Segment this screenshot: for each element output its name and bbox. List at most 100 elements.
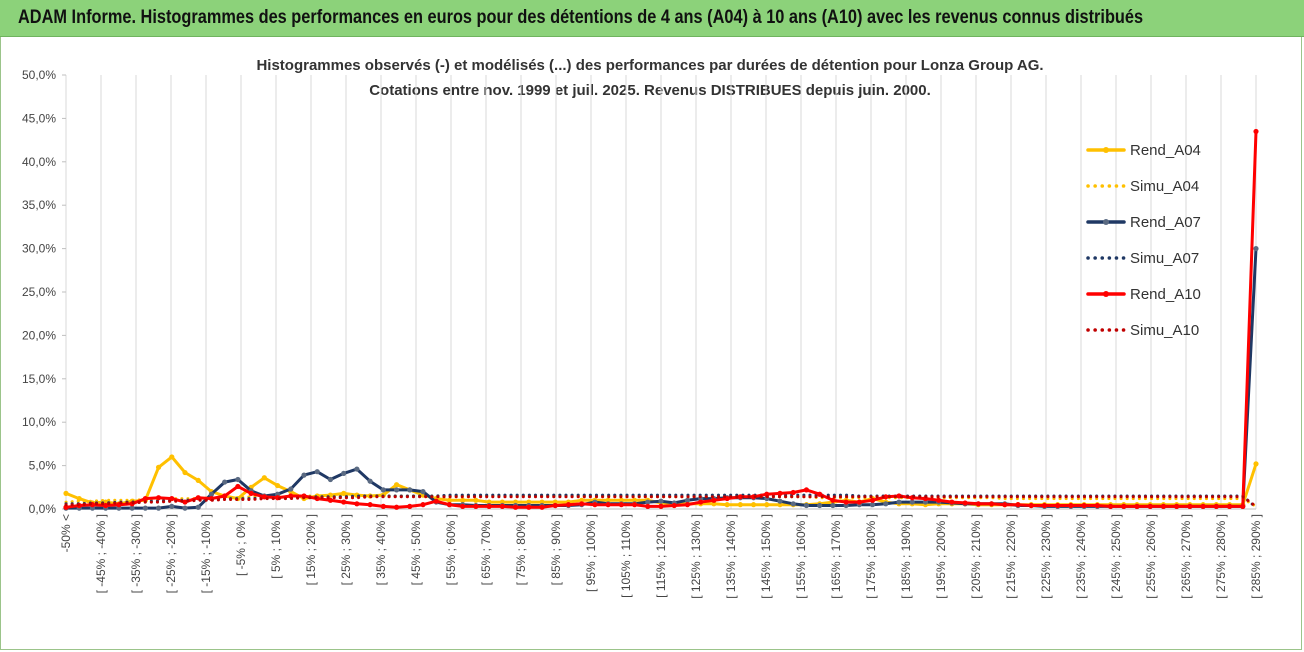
data-point-rend-a10 [235, 483, 241, 490]
data-point-rend-a10 [261, 494, 267, 500]
data-point-rend-a10 [1200, 503, 1206, 509]
x-tick-label: [ -15% ; -10% ] [199, 514, 213, 593]
data-point-rend-a07 [658, 498, 664, 504]
data-point-rend-a07 [869, 502, 876, 508]
data-point-rend-a04 [737, 502, 743, 508]
data-point-rend-a10 [1121, 503, 1127, 509]
data-point-rend-a10 [817, 491, 823, 497]
x-tick-label: [ -35% ; -30% ] [129, 514, 143, 593]
data-point-rend-a10 [420, 502, 426, 508]
legend-marker [1103, 291, 1109, 297]
data-point-rend-a10 [103, 502, 109, 509]
data-point-rend-a10 [1028, 502, 1034, 509]
data-point-rend-a10 [618, 502, 624, 508]
data-point-rend-a07 [341, 470, 347, 477]
data-point-rend-a10 [327, 497, 334, 503]
legend-marker [1103, 219, 1109, 225]
data-point-rend-a07 [129, 505, 135, 511]
x-tick-label: [ 105% ; 110% ] [619, 514, 633, 598]
data-point-rend-a10 [354, 501, 360, 507]
plot-area [63, 128, 1259, 511]
x-tick-label: [ 275% ; 280% ] [1214, 514, 1228, 599]
data-point-rend-a10 [552, 502, 558, 509]
data-point-rend-a10 [592, 502, 598, 508]
x-tick-label: [ 215% ; 220% ] [1004, 514, 1018, 599]
x-tick-label: [ 225% ; 230% ] [1039, 514, 1053, 599]
data-point-rend-a10 [843, 499, 849, 505]
x-tick-label: [ 15% ; 20% ] [304, 514, 318, 585]
data-point-rend-a10 [711, 497, 717, 503]
data-point-rend-a10 [830, 497, 836, 503]
data-point-rend-a10 [1002, 502, 1008, 508]
x-tick-label: [ 175% ; 180% ] [864, 514, 878, 599]
x-tick-label: [ 25% ; 30% ] [339, 514, 353, 585]
data-point-rend-a10 [790, 489, 796, 496]
data-point-rend-a07 [142, 505, 148, 511]
data-point-rend-a07 [684, 497, 691, 503]
x-tick-label: -50% < [59, 514, 73, 552]
data-point-rend-a10 [737, 494, 743, 500]
data-point-rend-a10 [155, 495, 162, 501]
x-tick-label: [ -5% ; 0% ] [234, 514, 248, 576]
data-point-rend-a10 [777, 490, 783, 496]
data-point-rend-a10 [658, 503, 664, 509]
x-tick-label: [ 95% ; 100% ] [584, 514, 598, 592]
data-point-rend-a10 [1174, 503, 1180, 509]
y-tick-label: 40,0% [22, 155, 56, 169]
x-tick-label: [ 115% ; 120% ] [654, 514, 668, 598]
data-point-rend-a10 [975, 501, 981, 507]
data-point-rend-a10 [684, 502, 691, 508]
data-point-rend-a10 [473, 503, 479, 509]
data-point-rend-a04 [195, 477, 201, 483]
data-point-rend-a04 [155, 464, 162, 470]
data-point-rend-a04 [473, 497, 479, 503]
data-point-rend-a04 [182, 469, 188, 476]
y-tick-label: 15,0% [22, 372, 56, 386]
data-point-rend-a07 [380, 487, 386, 493]
data-point-rend-a10 [856, 499, 862, 505]
report-title: ADAM Informe. Histogrammes des performan… [18, 7, 1144, 28]
data-point-rend-a04 [724, 502, 730, 508]
data-point-rend-a07 [367, 478, 373, 484]
data-point-rend-a10 [182, 499, 188, 505]
data-point-rend-a07 [182, 505, 188, 511]
data-point-rend-a10 [698, 499, 704, 505]
y-tick-label: 25,0% [22, 285, 56, 299]
y-tick-label: 45,0% [22, 111, 56, 125]
legend-label: Rend_A04 [1130, 142, 1201, 159]
data-point-rend-a07 [169, 503, 175, 509]
x-tick-label: [ 85% ; 90% ] [549, 514, 563, 585]
x-tick-label: [ 165% ; 170% ] [829, 514, 843, 599]
data-point-rend-a10 [367, 502, 373, 508]
data-point-rend-a07 [803, 502, 810, 509]
data-point-rend-a10 [1134, 503, 1140, 509]
data-point-rend-a04 [261, 475, 267, 481]
data-point-rend-a10 [1226, 503, 1233, 509]
data-point-rend-a04 [341, 490, 347, 496]
data-point-rend-a04 [446, 497, 453, 503]
data-point-rend-a10 [380, 503, 386, 509]
y-tick-label: 10,0% [22, 415, 56, 429]
x-tick-label: [ 285% ; 290% ] [1249, 514, 1263, 599]
data-point-rend-a10 [433, 498, 439, 504]
data-point-rend-a07 [222, 479, 228, 485]
data-point-rend-a10 [1094, 502, 1100, 509]
y-tick-label: 30,0% [22, 242, 56, 256]
data-point-rend-a10 [1081, 502, 1087, 509]
axes: 0,0% 5,0% 10,0% 15,0% 20,0% 25,0% 30,0% 35,0% 40… [22, 68, 1263, 599]
data-point-rend-a10 [499, 503, 505, 509]
x-tick-label: [ 65% ; 70% ] [479, 514, 493, 585]
x-tick-label: [ 155% ; 160% ] [794, 514, 808, 599]
x-tick-label: [ 245% ; 250% ] [1109, 514, 1123, 599]
y-tick-label: 35,0% [22, 198, 56, 212]
data-point-rend-a04 [169, 454, 175, 460]
legend-label: Simu_A07 [1130, 250, 1199, 267]
data-point-rend-a10 [1055, 502, 1061, 509]
data-point-rend-a07 [393, 487, 400, 493]
data-point-rend-a04 [393, 482, 400, 488]
data-point-rend-a10 [883, 494, 889, 500]
legend-label: Rend_A07 [1130, 214, 1201, 231]
data-point-rend-a04 [274, 482, 281, 489]
data-point-rend-a10 [803, 487, 810, 493]
x-tick-label: [ 75% ; 80% ] [514, 514, 528, 585]
